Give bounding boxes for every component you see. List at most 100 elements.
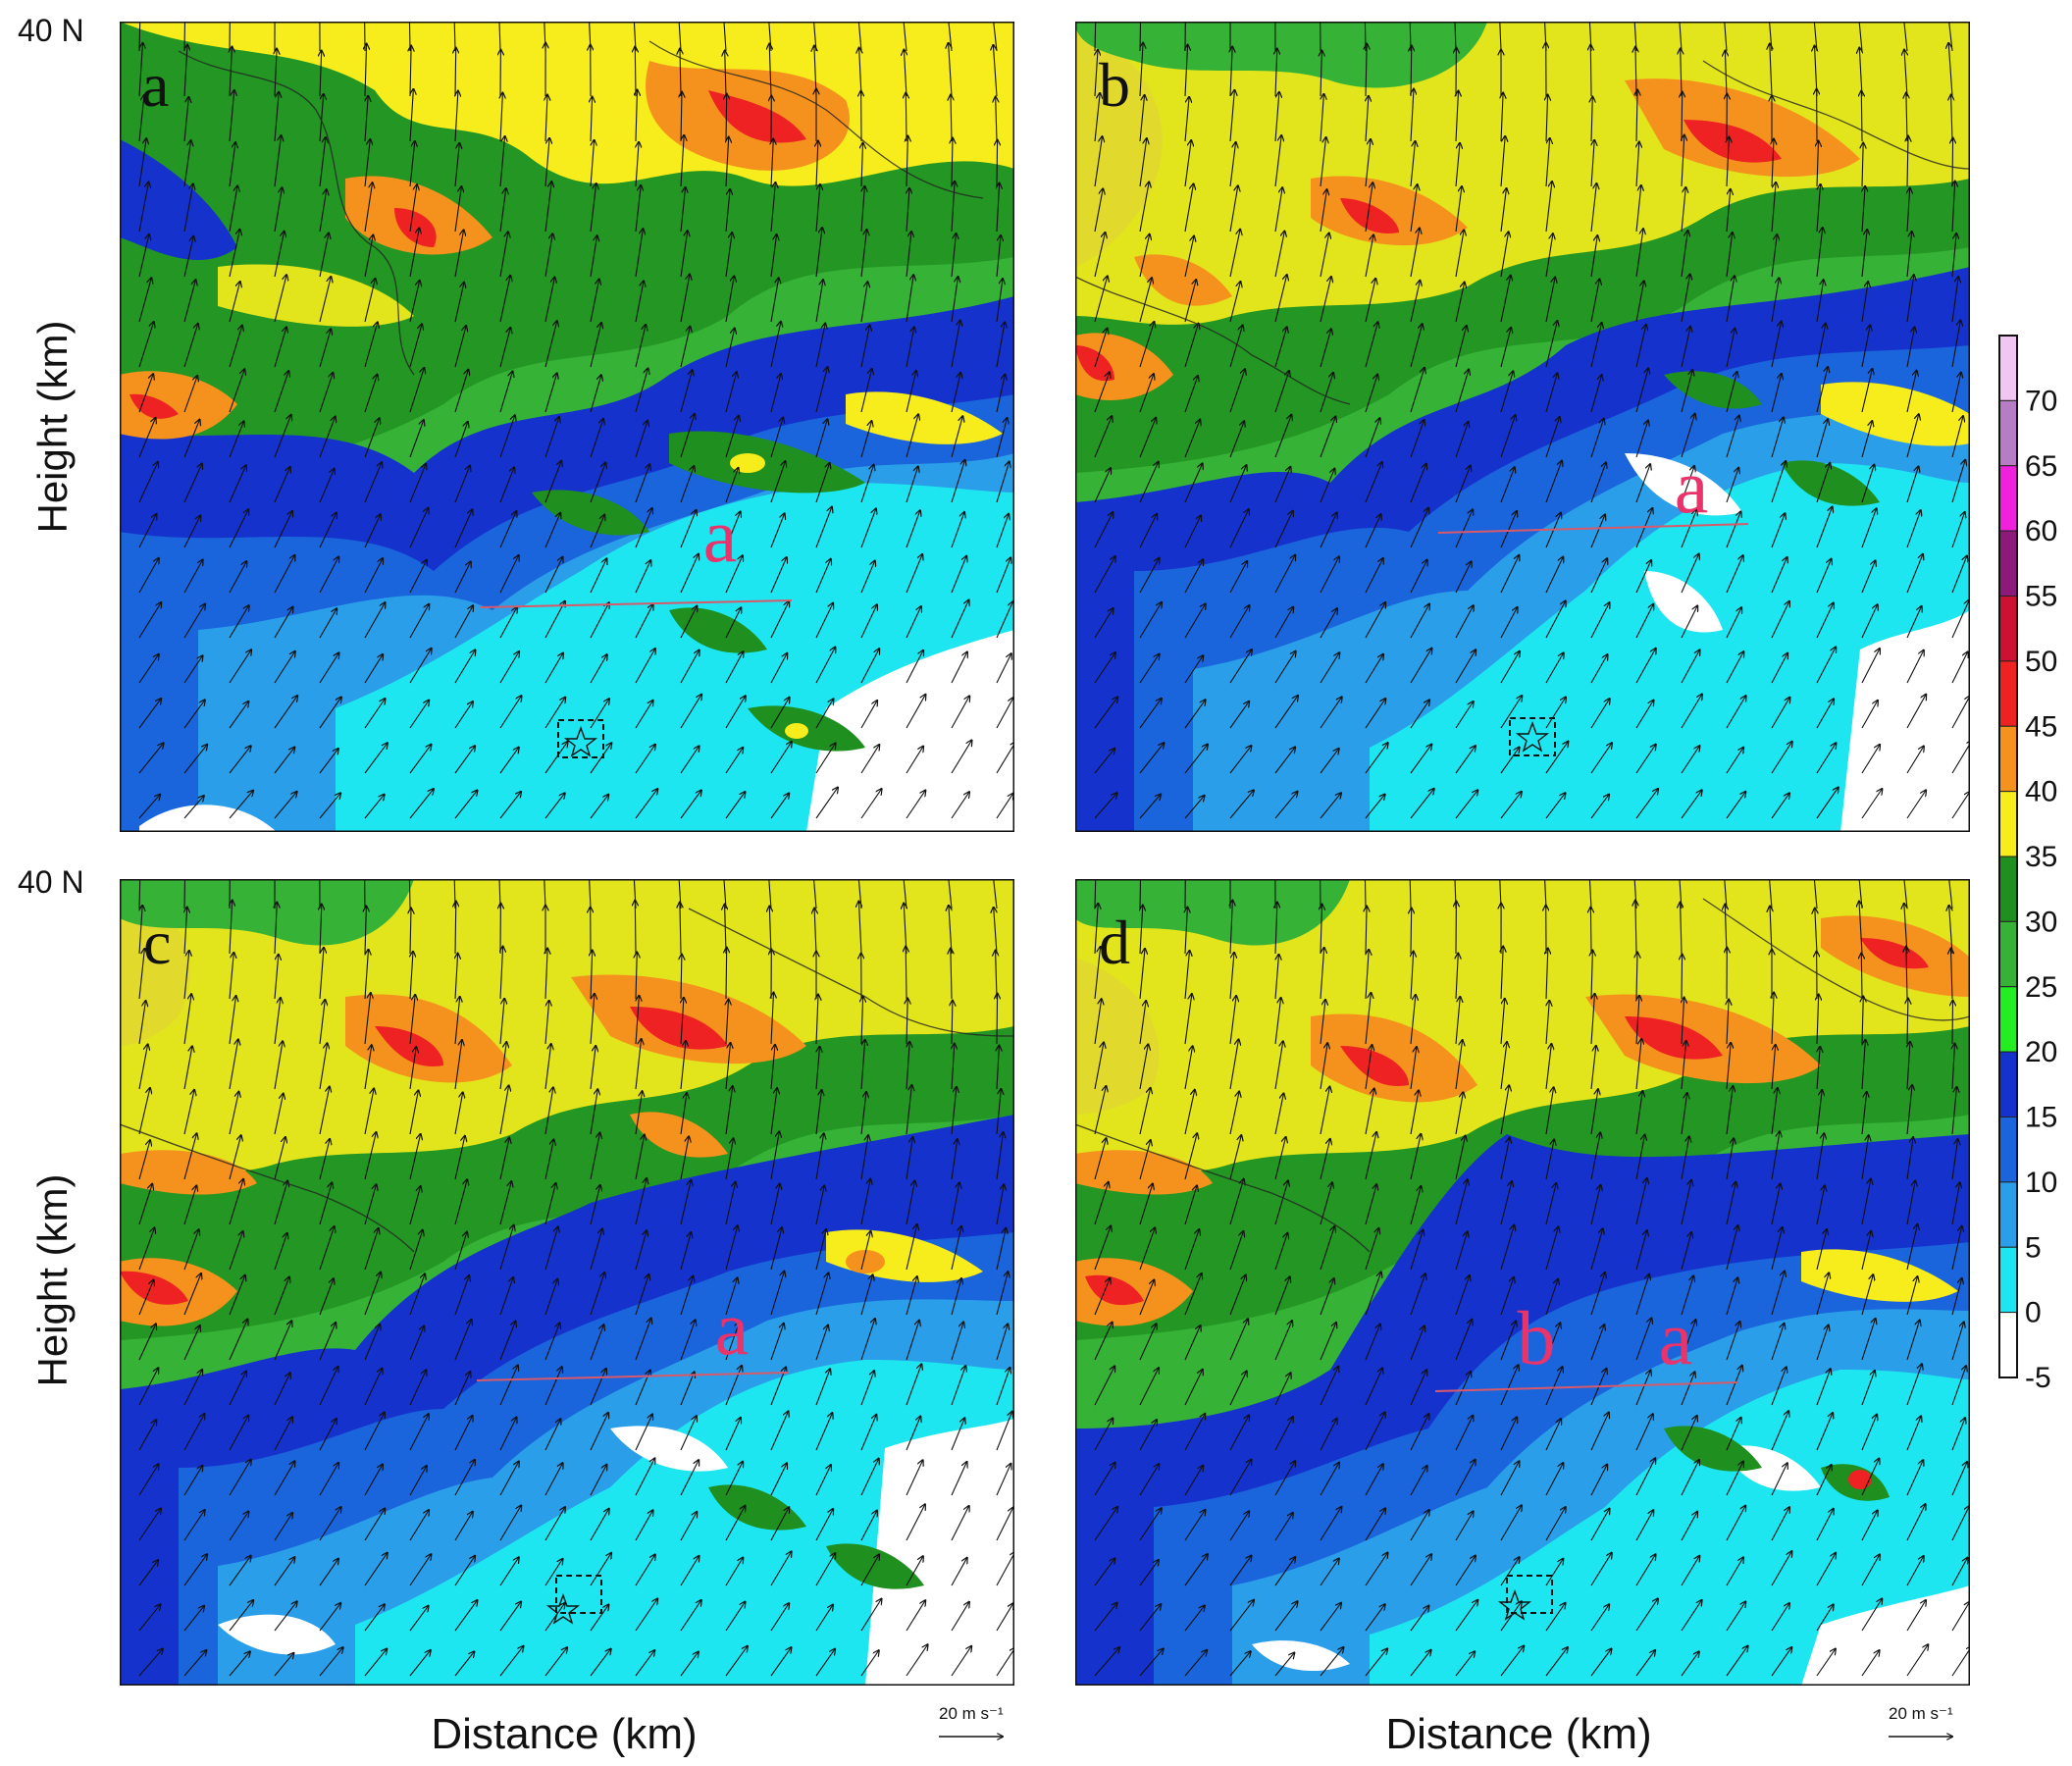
wind-arrow bbox=[1816, 184, 1821, 233]
wind-arrow bbox=[1951, 651, 1968, 684]
wind-arrow bbox=[1906, 93, 1907, 142]
wind-arrow bbox=[1590, 323, 1602, 368]
wind-arrow bbox=[680, 231, 688, 278]
wind-arrow bbox=[860, 1319, 875, 1361]
wind-arrow bbox=[1590, 419, 1604, 458]
wind-arrow bbox=[1229, 649, 1252, 684]
wind-arrow bbox=[454, 605, 473, 639]
wind-arrow bbox=[860, 1231, 871, 1271]
wind-arrow bbox=[1184, 22, 1186, 52]
wind-arrow bbox=[906, 1042, 909, 1090]
wind-arrow bbox=[1951, 95, 1952, 142]
colorbar-swatch bbox=[1998, 791, 2018, 857]
wind-arrow bbox=[454, 1416, 473, 1451]
colorbar-tick-label: 35 bbox=[2025, 841, 2057, 873]
wind-arrow bbox=[726, 94, 727, 142]
wind-arrow bbox=[1816, 463, 1830, 503]
wind-arrow bbox=[635, 1458, 654, 1496]
colorbar-swatch bbox=[1998, 1181, 2018, 1248]
colorbar-tick-label: -5 bbox=[2025, 1362, 2051, 1394]
wind-arrow bbox=[1274, 511, 1293, 548]
wind-arrow bbox=[1682, 92, 1683, 142]
wind-arrow bbox=[951, 741, 972, 774]
wind-arrow bbox=[274, 1041, 283, 1090]
wind-arrow bbox=[1229, 509, 1249, 548]
wind-arrow bbox=[1455, 370, 1469, 413]
wind-arrow bbox=[906, 327, 914, 368]
wind-arrow bbox=[1771, 461, 1786, 503]
wind-arrow bbox=[364, 462, 382, 503]
wind-arrow bbox=[1455, 605, 1474, 639]
wind-arrow bbox=[635, 464, 649, 503]
wind-arrow bbox=[1861, 745, 1880, 774]
wind-arrow bbox=[1951, 792, 1970, 819]
wind-arrow bbox=[996, 1324, 1008, 1361]
wind-arrow bbox=[138, 374, 153, 413]
wind-arrow bbox=[544, 1279, 557, 1316]
wind-arrow bbox=[996, 235, 1001, 278]
colorbar-tick-label: 45 bbox=[2025, 710, 2057, 743]
wind-arrow bbox=[1274, 92, 1279, 142]
wind-arrow bbox=[1771, 601, 1789, 639]
wind-arrow bbox=[1817, 141, 1819, 187]
wind-arrow bbox=[590, 375, 601, 413]
wind-arrow bbox=[365, 96, 368, 142]
wind-arrow bbox=[1094, 749, 1114, 774]
wind-arrow bbox=[725, 792, 746, 819]
wind-arrow bbox=[906, 650, 923, 684]
wind-arrow bbox=[680, 1041, 686, 1090]
wind-arrow bbox=[409, 995, 415, 1045]
wind-arrow bbox=[544, 1001, 549, 1045]
wind-arrow bbox=[1681, 510, 1696, 548]
colorbar-swatch bbox=[1998, 399, 2018, 467]
wind-arrow bbox=[1816, 324, 1826, 368]
panel-b: b a bbox=[1075, 22, 1970, 832]
wind-arrow bbox=[229, 465, 246, 503]
wind-arrow bbox=[455, 902, 456, 955]
wind-arrow bbox=[1861, 789, 1882, 819]
wind-arrow bbox=[951, 234, 957, 278]
wind-arrow bbox=[770, 1131, 779, 1180]
wind-arrow bbox=[1861, 282, 1868, 323]
wind-arrow bbox=[1591, 140, 1594, 187]
wind-arrow bbox=[725, 905, 726, 955]
wind-arrow bbox=[725, 329, 735, 368]
wind-arrow bbox=[815, 788, 838, 819]
wind-arrow bbox=[860, 1415, 876, 1451]
wind-arrow bbox=[952, 138, 953, 187]
wind-arrow bbox=[499, 1506, 521, 1541]
wind-arrow bbox=[590, 235, 597, 278]
wind-arrow bbox=[996, 1272, 1009, 1316]
wind-arrow bbox=[1320, 277, 1331, 323]
wind-arrow bbox=[815, 419, 827, 458]
wind-arrow bbox=[1139, 418, 1156, 458]
wind-arrow bbox=[770, 1324, 784, 1361]
wind-arrow bbox=[1094, 93, 1100, 142]
wind-arrow bbox=[815, 324, 825, 368]
wind-arrow bbox=[454, 466, 470, 503]
wind-arrow bbox=[1094, 652, 1115, 684]
wind-arrow bbox=[545, 949, 547, 1000]
wind-arrow bbox=[183, 745, 207, 774]
wind-arrow bbox=[636, 953, 637, 1000]
wind-arrow bbox=[1411, 909, 1412, 955]
y-axis-label-bottom: Height (km) bbox=[29, 1173, 76, 1386]
wind-arrow bbox=[1139, 743, 1164, 774]
wind-arrow bbox=[454, 186, 461, 233]
wind-arrow bbox=[591, 97, 593, 142]
wind-arrow bbox=[499, 1462, 519, 1496]
wind-arrow bbox=[229, 421, 244, 458]
wind-arrow bbox=[1907, 136, 1908, 187]
wind-arrow bbox=[274, 232, 285, 278]
wind-arrow bbox=[183, 97, 188, 142]
wind-arrow bbox=[498, 22, 501, 52]
wind-arrow bbox=[815, 648, 835, 684]
wind-arrow bbox=[1229, 605, 1250, 639]
feature-label-a: a bbox=[1675, 443, 1709, 529]
wind-arrow bbox=[500, 93, 502, 142]
wind-arrow bbox=[1365, 795, 1385, 819]
wind-arrow bbox=[1816, 603, 1834, 639]
wind-arrow bbox=[590, 323, 601, 368]
wind-arrow bbox=[681, 998, 684, 1045]
wind-arrow bbox=[591, 951, 593, 1000]
